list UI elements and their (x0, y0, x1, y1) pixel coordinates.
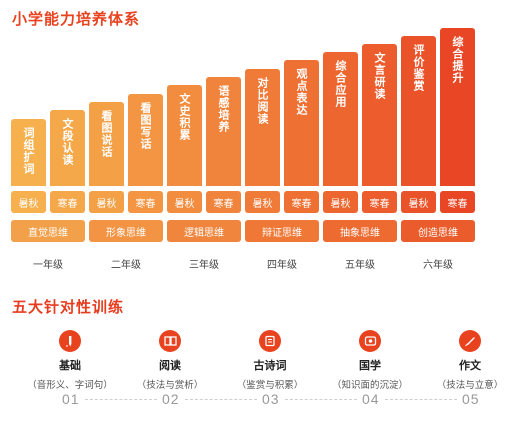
grade-label: 一年级 (33, 260, 63, 271)
grade-label: 二年级 (111, 260, 141, 271)
thinking-badge: 形象思维 (89, 220, 163, 242)
stair-step: 综合应用 (323, 52, 358, 186)
training-item: 古诗词 （鉴赏与积累） (225, 330, 315, 391)
step-number: 04 (362, 391, 380, 407)
season-badge: 暑秋 (11, 191, 46, 213)
season-badge: 寒春 (362, 191, 397, 213)
training-subtitle: （鉴赏与积累） (236, 380, 304, 391)
section-title: 五大针对性训练 (12, 298, 125, 316)
stair-label: 文言研读 (373, 52, 386, 100)
season-badge: 暑秋 (89, 191, 124, 213)
divider (85, 399, 157, 400)
season-badge: 寒春 (50, 191, 85, 213)
stair-label: 综合应用 (334, 60, 347, 108)
stair-step: 看图说话 (89, 102, 124, 186)
step-number: 02 (162, 391, 180, 407)
season-badge: 寒春 (206, 191, 241, 213)
stair-label: 文史积累 (178, 93, 191, 141)
page-title: 小学能力培养体系 (12, 10, 141, 28)
grade-label: 三年级 (189, 260, 219, 271)
step-number: 05 (462, 391, 480, 407)
training-item: 作文 （技法与立意） (425, 330, 505, 391)
training-item: 国学 （知识面的沉淀） (325, 330, 415, 391)
stair-step: 语感培养 (206, 77, 241, 186)
stair-step: 看图写话 (128, 94, 163, 186)
step-number: 01 (62, 391, 80, 407)
quill-icon (459, 330, 481, 352)
scroll-icon (259, 330, 281, 352)
stair-label: 对比阅读 (256, 77, 269, 125)
stair-label: 观点表达 (295, 68, 308, 116)
thinking-badge: 创造思维 (401, 220, 475, 242)
thinking-badge: 抽象思维 (323, 220, 397, 242)
stair-step: 对比阅读 (245, 69, 280, 186)
stair-step: 文言研读 (362, 44, 397, 186)
thinking-badge: 逻辑思维 (167, 220, 241, 242)
training-item: 基础 （音形义、字词句） (25, 330, 115, 391)
stair-step: 文段认读 (50, 110, 85, 186)
thinking-badge: 辩证思维 (245, 220, 319, 242)
stair-step: 综合提升 (440, 28, 475, 186)
season-badge: 暑秋 (245, 191, 280, 213)
grade-label: 四年级 (267, 260, 297, 271)
step-number: 03 (262, 391, 280, 407)
divider (285, 399, 357, 400)
season-badge: 暑秋 (167, 191, 202, 213)
thinking-badge: 直觉思维 (11, 220, 85, 242)
stair-step: 词组扩词 (11, 119, 46, 186)
stair-label: 看图写话 (139, 102, 152, 150)
divider (185, 399, 257, 400)
divider (385, 399, 457, 400)
training-title: 阅读 (159, 359, 181, 372)
seal-icon (359, 330, 381, 352)
training-item: 阅读 （技法与赏析） (125, 330, 215, 391)
stair-step: 观点表达 (284, 60, 319, 186)
training-subtitle: （知识面的沉淀） (331, 380, 408, 391)
stair-label: 语感培养 (217, 85, 230, 133)
book-icon (159, 330, 181, 352)
grade-label: 六年级 (423, 260, 453, 271)
stair-step: 评价鉴赏 (401, 36, 436, 186)
stair-label: 综合提升 (451, 36, 464, 84)
training-subtitle: （音形义、字词句） (27, 380, 113, 391)
stair-label: 词组扩词 (22, 127, 35, 175)
season-badge: 寒春 (440, 191, 475, 213)
season-badge: 寒春 (284, 191, 319, 213)
training-subtitle: （技法与立意） (436, 380, 504, 391)
stair-step: 文史积累 (167, 85, 202, 186)
training-title: 国学 (359, 359, 381, 372)
training-subtitle: （技法与赏析） (136, 380, 204, 391)
training-title: 古诗词 (253, 359, 287, 372)
training-title: 作文 (459, 359, 481, 372)
stair-label: 评价鉴赏 (412, 44, 425, 92)
season-badge: 暑秋 (323, 191, 358, 213)
pen-icon (59, 330, 81, 352)
stair-label: 看图说话 (100, 110, 113, 158)
grade-label: 五年级 (345, 260, 375, 271)
stair-label: 文段认读 (61, 118, 74, 166)
season-badge: 寒春 (128, 191, 163, 213)
training-title: 基础 (59, 359, 81, 372)
season-badge: 暑秋 (401, 191, 436, 213)
